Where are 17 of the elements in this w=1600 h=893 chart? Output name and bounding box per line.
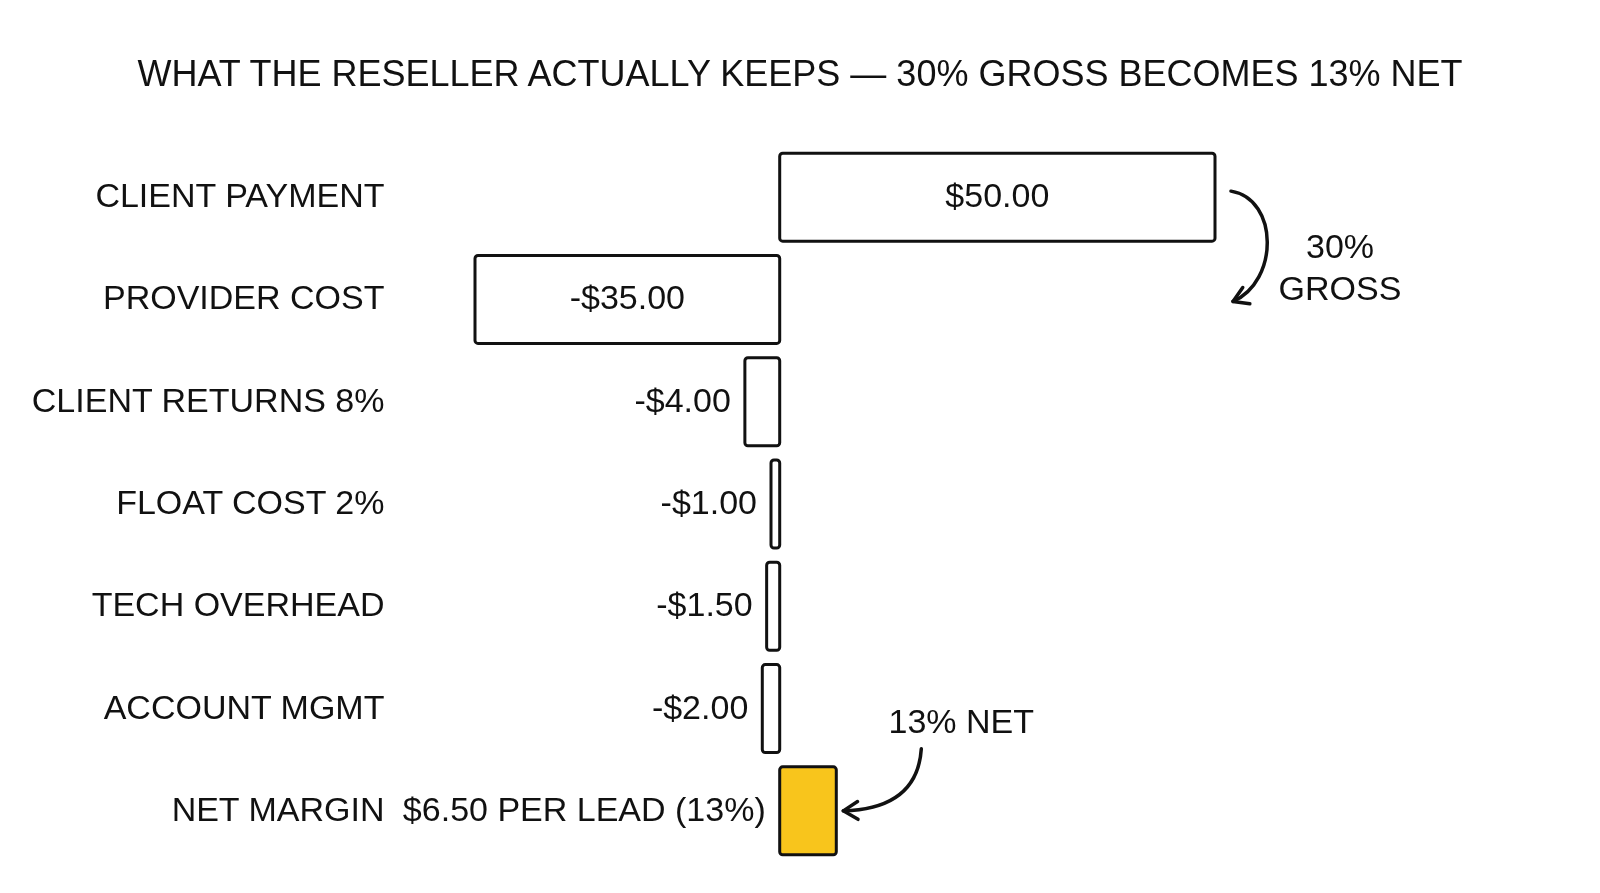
data-label: -$1.50	[656, 585, 753, 624]
data-label: -$2.00	[651, 687, 749, 726]
chart-title: WHAT THE RESELLER ACTUALLY KEEPS — 30% GROSS BECOMES 13% NET	[136, 52, 1464, 96]
y-tick-label: FLOAT COST 2%	[116, 483, 385, 521]
data-label: $6.50 PER LEAD (13%)	[402, 789, 766, 828]
annotation: 13% NET	[888, 701, 1035, 740]
y-tick-label: NET MARGIN	[171, 789, 385, 828]
data-label: -$4.00	[634, 380, 731, 419]
data-label: -$1.00	[660, 483, 757, 521]
y-tick-label: CLIENT RETURNS 8%	[31, 380, 385, 419]
data-label: $50.00	[945, 176, 1050, 215]
y-tick-label: TECH OVERHEAD	[91, 585, 385, 624]
text: 30% GROSS	[1278, 227, 1402, 308]
y-tick-label: PROVIDER COST	[102, 278, 385, 317]
data-label: -$35.00	[569, 278, 686, 317]
y-tick-label: CLIENT PAYMENT	[95, 176, 385, 215]
y-tick-label: ACCOUNT MGMT	[103, 687, 385, 726]
